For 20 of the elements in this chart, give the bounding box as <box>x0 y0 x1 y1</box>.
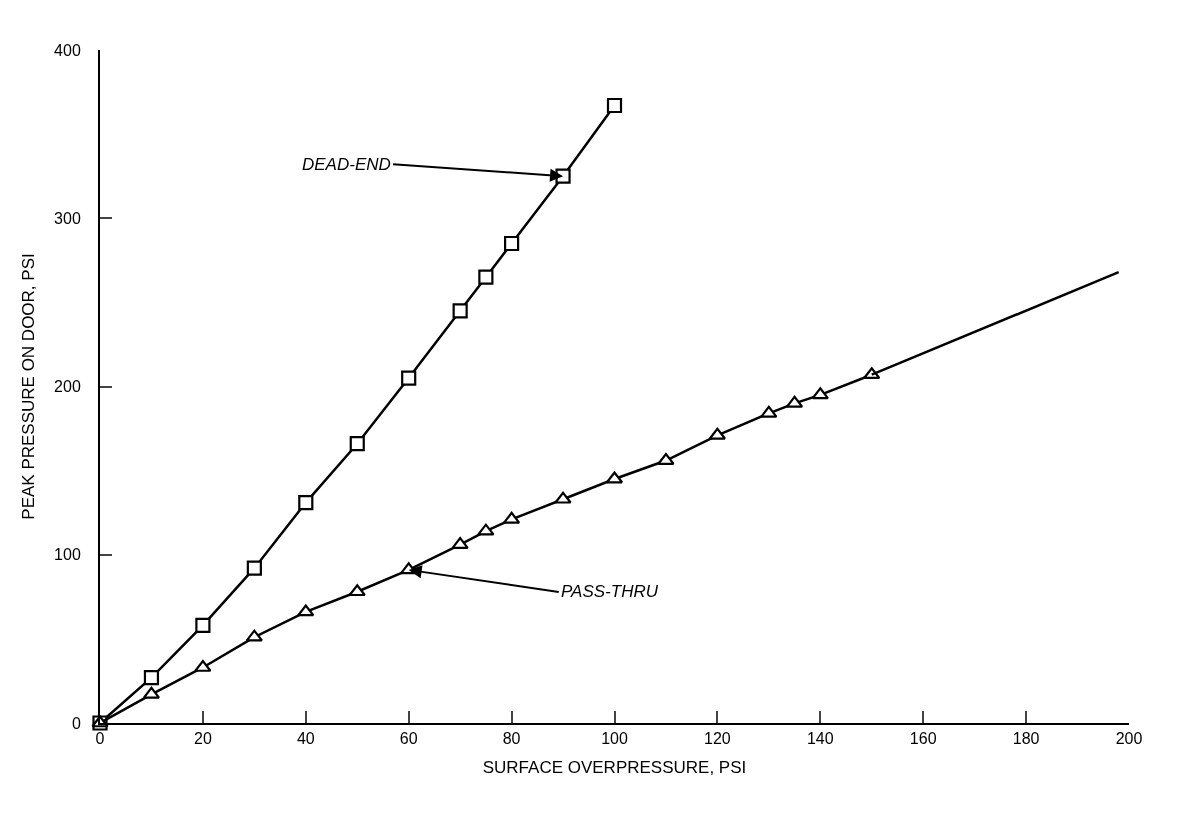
y-tick-label: 200 <box>54 378 81 396</box>
x-tick-label: 200 <box>1115 730 1143 748</box>
x-tick-label: 0 <box>95 730 105 748</box>
x-tick-label: 160 <box>909 730 937 748</box>
x-tick-label: 80 <box>502 730 521 748</box>
x-tick-label: 20 <box>194 730 212 748</box>
x-axis-title: SURFACE OVERPRESSURE, PSI <box>482 758 747 778</box>
x-tick-label: 100 <box>601 730 628 748</box>
y-tick-label: 0 <box>71 714 81 732</box>
y-axis-title: PEAK PRESSURE ON DOOR, PSI <box>19 253 39 520</box>
y-tick-label: 300 <box>54 209 81 227</box>
x-tick-label: 40 <box>296 730 315 748</box>
annotation: DEAD-END <box>302 155 391 174</box>
x-tick-label: 120 <box>704 730 731 748</box>
x-tick-label: 60 <box>399 730 418 748</box>
x-tick-label: 180 <box>1012 730 1040 748</box>
y-tick-label: 400 <box>54 41 81 59</box>
annotation: PASS-THRU <box>561 582 659 601</box>
x-tick-label: 140 <box>806 730 834 748</box>
y-tick-label: 100 <box>54 546 81 564</box>
